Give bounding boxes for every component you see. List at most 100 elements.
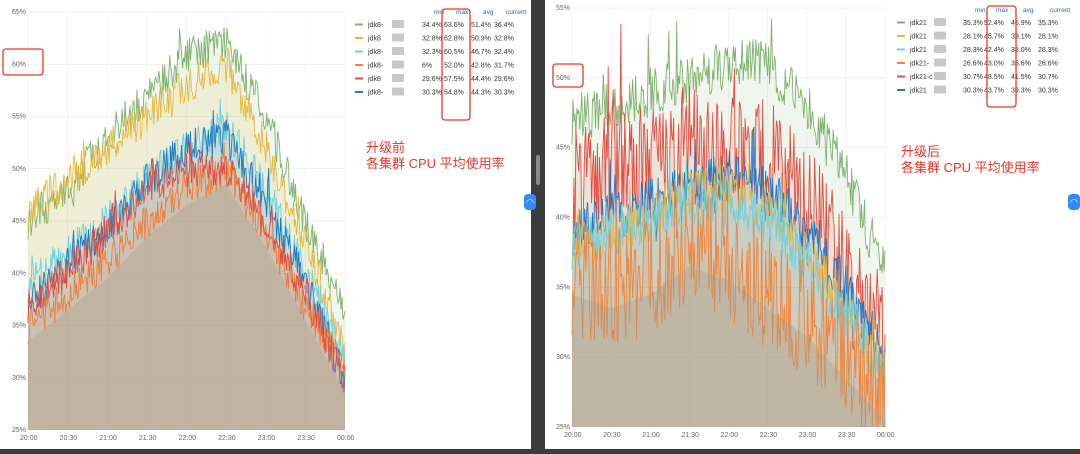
legend-value-avg: 41.5% [1011, 74, 1031, 81]
legend-value-max: 43.0% [984, 61, 1004, 68]
base-area [28, 184, 345, 430]
legend-value-min: 29.6% [422, 76, 442, 83]
legend-name: jdk8- [367, 90, 384, 97]
legend-value-max: 42.4% [984, 47, 1004, 54]
legend-header-avg[interactable]: avg [1023, 7, 1034, 14]
legend-item[interactable]: jdk21-c 30.7% 48.5% 41.5% 30.7% [897, 72, 1058, 81]
redaction-mark [392, 87, 404, 96]
redaction-mark [934, 18, 946, 26]
x-tick-label: 20:30 [603, 432, 621, 439]
legend-header-min[interactable]: min [434, 9, 445, 16]
legend-item[interactable]: jdk8- 30.3% 54.8% 44.3% 30.3% [355, 87, 514, 97]
legend-value-current: 29.6% [494, 76, 514, 83]
x-tick-label: 21:00 [642, 432, 660, 439]
legend-value-max: 45.7% [984, 34, 1004, 41]
legend-name: jdk21 [909, 20, 927, 27]
legend-name: jdk21 [909, 47, 927, 54]
legend-item[interactable]: jdk8 32.8% 62.8% 50.9% 32.8% [355, 33, 514, 43]
legend-value-min: 28.1% [963, 34, 983, 41]
y-tick-label: 55% [556, 5, 570, 12]
redaction-mark [934, 72, 946, 80]
legend-value-max: 52.4% [984, 20, 1004, 27]
x-tick-label: 23:00 [799, 432, 817, 439]
y-tick-label: 50% [12, 166, 26, 173]
x-tick-label: 20:00 [564, 432, 582, 439]
legend-item[interactable]: jdk21 30.3% 43.7% 39.3% 30.3% [897, 85, 1058, 95]
legend-value-max: 52.0% [444, 63, 464, 70]
split-divider-handle[interactable] [536, 155, 540, 185]
series-area [572, 178, 885, 427]
chart-after: 55% 50% 45% 40% 35% 30% 25%20:00 20:30 21:00 21:3… [552, 5, 1070, 439]
x-tick-label: 23:00 [258, 435, 276, 442]
chart-panel-before: 65% 60% 55% 50% 45% 40% 35% 30% 25% 20:00 20:30 21:… [0, 0, 531, 449]
legend-value-min: 30.3% [963, 88, 983, 95]
legend-value-max: 48.5% [984, 74, 1004, 81]
series-area [572, 18, 885, 428]
redaction-mark [392, 20, 404, 28]
legend-value-current: 32.4% [494, 49, 514, 56]
legend-value-avg: 44.3% [471, 90, 491, 97]
legend-value-min: 35.3% [963, 20, 983, 27]
legend-header-avg[interactable]: avg [483, 9, 494, 16]
redaction-mark [934, 45, 946, 53]
redaction-mark [934, 31, 946, 40]
x-tick-label: 21:30 [681, 432, 699, 439]
series-line [27, 139, 346, 389]
legend-name: jdk8 [367, 36, 381, 43]
legend-header-min[interactable]: min [975, 7, 986, 14]
legend-value-current: 36.4% [494, 22, 514, 29]
legend-item[interactable]: jdk21 28.1% 45.7% 39.1% 28.1% [897, 31, 1058, 41]
series-area [28, 98, 345, 431]
y-tick-label: 40% [556, 215, 570, 222]
chart-panel-after: 55% 50% 45% 40% 35% 30% 25% 20:00 20:30 21:00 21:3… [545, 0, 1080, 449]
series-area [28, 110, 345, 430]
legend-item[interactable]: jdk21 28.3% 42.4% 38.0% 28.3% [897, 45, 1058, 54]
redaction-mark [392, 33, 404, 42]
x-tick-label: 21:30 [139, 435, 157, 442]
highlight-box [552, 63, 584, 88]
headset-icon[interactable]: ◠ [524, 194, 536, 210]
legend-item[interactable]: jdk8- 6% 52.0% 42.8% 31.7% [355, 60, 514, 70]
legend-header-current[interactable]: current [1050, 7, 1070, 14]
legend-value-max: 60.5% [444, 49, 464, 56]
y-tick-label: 30% [12, 375, 26, 382]
y-tick-label: 35% [556, 284, 570, 291]
x-tick-label: 22:30 [218, 435, 236, 442]
legend-item[interactable]: jdk21- 26.6% 43.0% 35.6% 26.6% [897, 58, 1058, 68]
legend-item[interactable]: jdk8 29.6% 57.5% 44.4% 29.6% [355, 74, 514, 83]
legend-item[interactable]: jdk8- 34.4% 63.6% 51.4% 36.4% [355, 20, 514, 29]
series-area [28, 142, 345, 431]
x-tick-label: 00:00 [337, 435, 355, 442]
legend-name: jdk8- [367, 22, 384, 29]
legend-value-max: 57.5% [444, 76, 464, 83]
legend-value-current: 28.1% [1038, 34, 1058, 41]
x-tick-label: 22:00 [721, 432, 739, 439]
legend-name: jdk8- [367, 63, 384, 70]
base-area [572, 266, 885, 427]
highlight-box [2, 48, 44, 76]
annotation-text: 升级前 [366, 140, 405, 155]
legend-header-current[interactable]: current [506, 9, 526, 16]
legend-value-avg: 39.3% [1011, 88, 1031, 95]
series-area [28, 27, 345, 430]
legend-header-max[interactable]: max [456, 9, 469, 16]
legend-item[interactable]: jdk21 35.3% 52.4% 46.9% 35.3% [897, 18, 1058, 27]
highlight-box [441, 8, 471, 121]
legend-value-avg: 50.9% [471, 36, 491, 43]
y-tick-label: 55% [12, 114, 26, 121]
x-tick-label: 00:00 [877, 432, 895, 439]
x-tick-label: 23:30 [297, 435, 315, 442]
series-line [27, 47, 346, 363]
legend-item[interactable]: jdk8- 32.3% 60.5% 46.7% 32.4% [355, 47, 514, 56]
headset-icon[interactable]: ◠ [1068, 194, 1080, 210]
legend-value-avg: 38.0% [1011, 47, 1031, 54]
redaction-mark [934, 85, 946, 94]
legend-header-max[interactable]: max [996, 7, 1009, 14]
legend-name: jdk21 [909, 88, 927, 95]
legend-value-min: 30.7% [963, 74, 983, 81]
y-tick-label: 50% [556, 75, 570, 82]
y-tick-label: 25% [556, 424, 570, 431]
legend-value-current: 32.8% [494, 36, 514, 43]
legend-value-current: 31.7% [494, 63, 514, 70]
